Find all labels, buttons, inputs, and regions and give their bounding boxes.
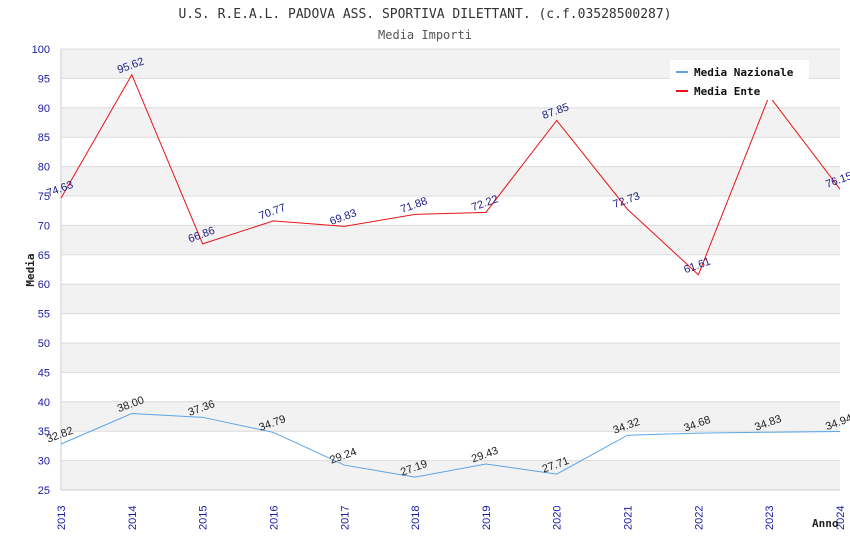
y-tick-label: 65	[38, 250, 50, 262]
y-tick-label: 25	[38, 485, 50, 497]
grid-band	[61, 254, 840, 285]
grid-band	[61, 313, 840, 343]
y-tick-label: 80	[38, 162, 50, 174]
y-tick-label: 30	[38, 456, 50, 468]
x-tick-label: 2014	[127, 506, 139, 530]
x-tick-label: 2015	[198, 506, 210, 530]
chart-subtitle: Media Importi	[378, 28, 472, 42]
chart-title: U.S. R.E.A.L. PADOVA ASS. SPORTIVA DILET…	[178, 7, 671, 22]
y-tick-label: 100	[32, 44, 50, 56]
x-tick-label: 2013	[56, 506, 68, 530]
y-axis-ticks: 25 30 35 40 45 50 55 60 65 70 75 80 85 90 95 100	[32, 44, 50, 497]
grid-band	[61, 460, 840, 490]
x-tick-label: 2017	[339, 506, 351, 530]
x-axis-label: Anno	[812, 517, 839, 530]
grid-band	[61, 343, 840, 373]
y-tick-label: 60	[38, 279, 50, 291]
y-tick-label: 70	[38, 220, 50, 232]
x-tick-label: 2022	[693, 506, 705, 530]
x-tick-label: 2020	[552, 506, 564, 530]
y-tick-label: 50	[38, 338, 50, 350]
legend-box	[670, 60, 809, 100]
series-line	[60, 413, 841, 478]
grid-band	[61, 166, 840, 196]
x-tick-label: 2018	[410, 506, 422, 530]
y-tick-label: 95	[38, 73, 50, 85]
grid-band	[61, 284, 840, 314]
y-tick-label: 40	[38, 397, 50, 409]
legend-label: Media Nazionale	[694, 66, 794, 79]
legend-label: Media Ente	[694, 85, 761, 98]
x-tick-label: 2024	[835, 506, 847, 530]
grid-band	[61, 225, 840, 255]
x-tick-label: 2023	[764, 506, 776, 530]
y-tick-label: 85	[38, 132, 50, 144]
legend: Media Nazionale Media Ente	[670, 60, 809, 100]
y-tick-label: 55	[38, 309, 50, 321]
y-tick-label: 75	[38, 191, 50, 203]
grid-bands	[60, 48, 840, 491]
x-tick-label: 2016	[268, 506, 280, 530]
y-axis-label: Media	[24, 253, 37, 286]
grid-band	[61, 372, 840, 402]
grid-band	[61, 196, 840, 226]
grid-band	[61, 431, 840, 461]
series-line	[60, 73, 841, 276]
y-tick-label: 35	[38, 426, 50, 438]
grid-band	[61, 107, 840, 138]
series-lines	[60, 73, 841, 478]
x-tick-label: 2021	[623, 506, 635, 530]
y-tick-label: 45	[38, 367, 50, 379]
y-tick-label: 90	[38, 103, 50, 115]
x-tick-label: 2019	[481, 506, 493, 530]
x-axis-ticks: 2013 2014 2015 2016 2017 2018 2019 2020 2021 2022…	[56, 506, 847, 530]
grid-band	[61, 137, 840, 167]
